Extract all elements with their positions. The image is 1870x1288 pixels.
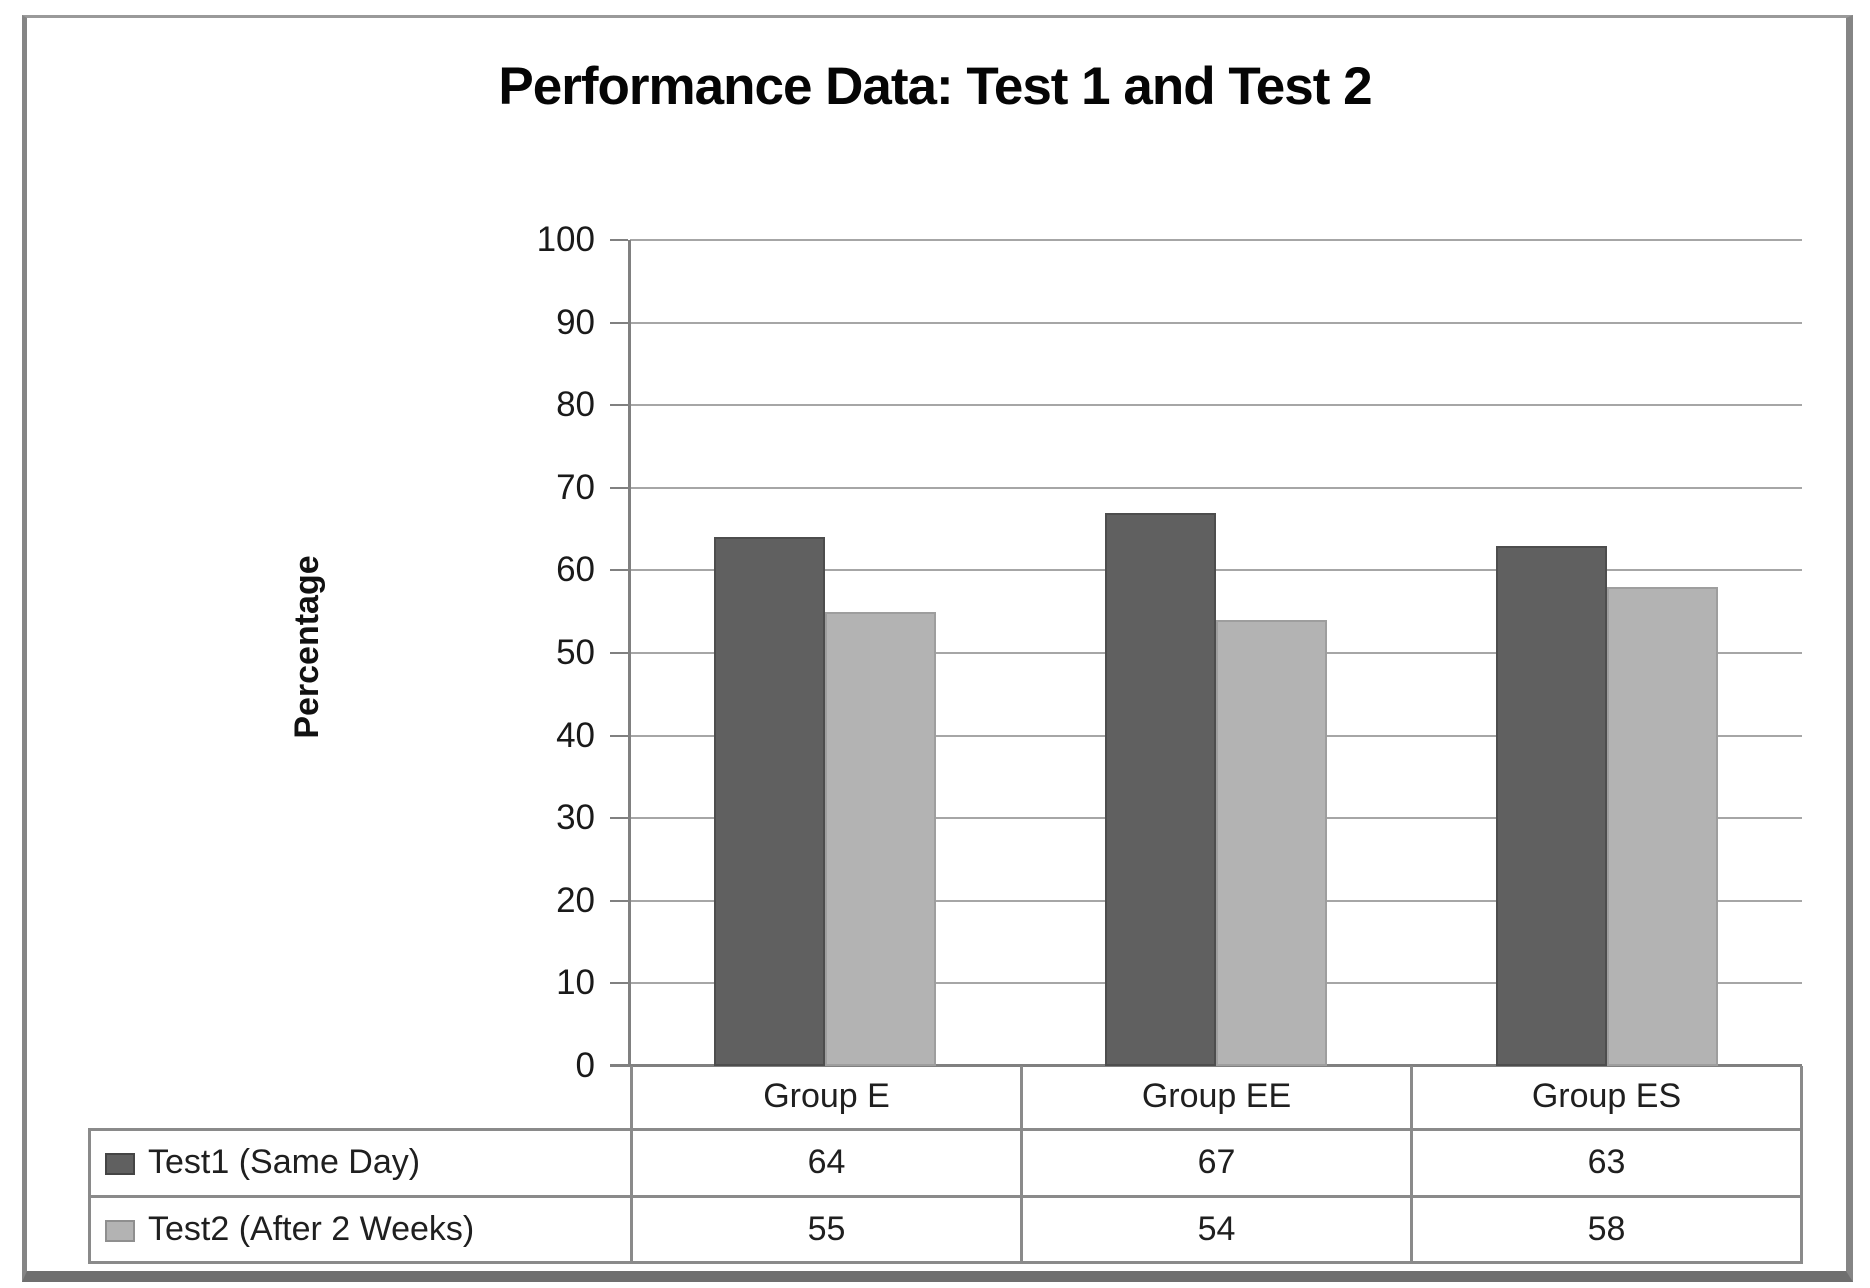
value-cell: 63 (1410, 1127, 1803, 1198)
bar-test2-group-ee (1216, 619, 1327, 1066)
y-tick-label: 70 (556, 467, 595, 507)
category-header-cell: Group E (630, 1066, 1023, 1131)
y-tick-mark (610, 734, 628, 737)
y-tick-label: 10 (556, 963, 595, 1003)
y-tick-mark (610, 404, 628, 407)
y-tick-label: 50 (556, 633, 595, 672)
y-tick-label: 40 (556, 715, 595, 755)
bar-test1-group-es (1495, 545, 1607, 1066)
gridline (630, 404, 1802, 407)
y-axis-label: Percentage (288, 555, 326, 739)
value-cell: 67 (1020, 1127, 1413, 1198)
category-header-cell: Group ES (1410, 1066, 1803, 1131)
gridline (630, 239, 1802, 241)
data-table: Group E Group EE Group ES Test1 (Same Day) 6… (88, 1066, 1803, 1264)
y-tick-label: 80 (556, 385, 595, 425)
table-row: Test2 (After 2 Weeks) 55 54 58 (88, 1194, 1803, 1264)
legend-swatch (105, 1219, 135, 1242)
chart-title: Performance Data: Test 1 and Test 2 (498, 57, 1372, 116)
value-cell: 55 (630, 1194, 1023, 1264)
y-tick-mark (610, 239, 628, 241)
table-row: Test1 (Same Day) 64 67 63 (88, 1127, 1803, 1198)
value-cell: 64 (630, 1127, 1023, 1198)
value-cell: 58 (1410, 1194, 1803, 1264)
y-tick-mark (610, 817, 628, 820)
y-tick-mark (610, 569, 628, 572)
bar-test2-group-es (1606, 586, 1718, 1066)
legend-swatch (105, 1153, 135, 1175)
y-axis-line (628, 240, 631, 1066)
gridline (630, 321, 1802, 324)
y-tick-label: 60 (556, 550, 595, 590)
table-corner-blank (90, 1066, 632, 1129)
y-tick-mark (610, 899, 628, 902)
y-tick-mark (610, 486, 628, 489)
bar-test2-group-e (825, 611, 937, 1066)
legend-cell: Test2 (After 2 Weeks) (88, 1194, 633, 1264)
value-cell: 54 (1020, 1194, 1413, 1264)
legend-cell: Test1 (Same Day) (88, 1127, 633, 1198)
y-tick-label: 100 (536, 220, 595, 259)
category-header-row: Group E Group EE Group ES (90, 1066, 1803, 1131)
y-tick-label: 20 (556, 880, 595, 920)
gridline (630, 486, 1802, 489)
bar-test1-group-e (714, 537, 826, 1066)
category-header-cell: Group EE (1020, 1066, 1413, 1131)
y-tick-label: 90 (556, 302, 595, 342)
bar-test1-group-ee (1105, 512, 1216, 1066)
y-tick-mark (610, 321, 628, 324)
y-tick-label: 0 (575, 1046, 595, 1085)
y-tick-label: 30 (556, 798, 595, 838)
legend-label: Test2 (After 2 Weeks) (148, 1209, 475, 1248)
gridline (630, 569, 1802, 572)
y-tick-mark (610, 652, 628, 654)
y-tick-mark (610, 982, 628, 985)
legend-label: Test1 (Same Day) (148, 1143, 421, 1181)
